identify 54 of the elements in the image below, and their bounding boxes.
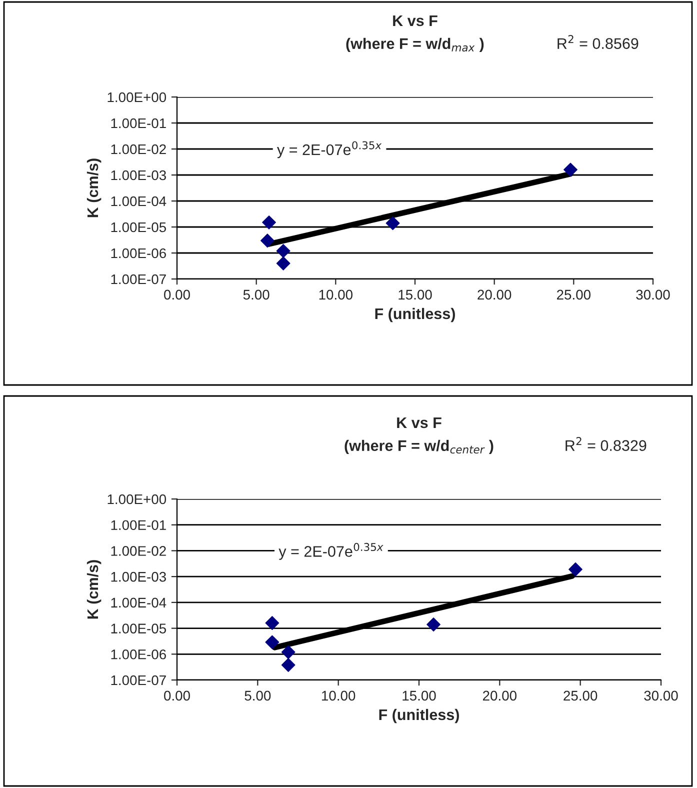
x-tick-label: 10.00 xyxy=(319,290,353,300)
x-tick-label: 5.00 xyxy=(243,290,270,300)
point xyxy=(564,162,578,177)
y-tick-label: 1.00E-06 xyxy=(111,649,166,660)
point xyxy=(276,244,290,258)
chart-subtitle: (where F = w/d$_{center}$ ) xyxy=(344,440,494,454)
point xyxy=(260,234,274,248)
x-axis-title: F (unitless) xyxy=(375,308,455,322)
x-tick-label: 15.00 xyxy=(402,690,436,701)
x-axis-title: F (unitless) xyxy=(379,708,459,724)
x-tick-label: 20.00 xyxy=(482,690,517,701)
y-tick-label: 1.00E-03 xyxy=(111,572,166,582)
chart-title: K vs F xyxy=(393,15,438,26)
y-tick-label: 1.00E-01 xyxy=(111,118,166,128)
x-tick-label: 15.00 xyxy=(398,290,432,300)
y-tick-label: 1.00E-05 xyxy=(111,624,166,634)
x-tick-label: 0.00 xyxy=(164,290,190,300)
y-tick-label: 1.00E-02 xyxy=(111,546,166,556)
point xyxy=(426,618,440,632)
x-tick-label: 5.00 xyxy=(244,690,271,701)
y-axis-title: K (cm/s) xyxy=(86,158,102,218)
chart-title: K vs F xyxy=(397,417,442,428)
y-tick-label: 1.00E-07 xyxy=(111,675,166,686)
point xyxy=(265,616,280,630)
point xyxy=(262,215,276,230)
point xyxy=(276,256,290,270)
y-tick-label: 1.00E-01 xyxy=(111,520,166,530)
y-axis-title: K (cm/s) xyxy=(86,560,102,619)
x-tick-label: 25.00 xyxy=(556,290,591,300)
annotation: y = 2E-07e$^{0.35x}$ xyxy=(278,542,384,560)
y-tick-label: 1.00E+00 xyxy=(108,494,166,504)
point xyxy=(265,635,280,650)
y-tick-label: 1.00E-02 xyxy=(111,144,166,154)
y-tick-label: 1.00E-06 xyxy=(111,248,166,258)
y-tick-label: 1.00E-03 xyxy=(111,170,166,180)
x-tick-label: 30.00 xyxy=(636,290,670,300)
y-tick-label: 1.00E-04 xyxy=(111,196,166,206)
y-tick-label: 1.00E-04 xyxy=(111,598,166,608)
x-tick-label: 30.00 xyxy=(644,690,678,701)
point xyxy=(568,562,582,576)
x-tick-label: 20.00 xyxy=(478,290,512,300)
y-tick-label: 1.00E-05 xyxy=(111,222,166,232)
annotation: y = 2E-07e$^{0.35x}$ xyxy=(277,141,382,158)
y-tick-label: 1.00E-07 xyxy=(111,274,166,284)
x-tick-label: 25.00 xyxy=(564,690,598,701)
x-tick-label: 0.00 xyxy=(164,690,190,701)
y-tick-label: 1.00E+00 xyxy=(108,92,166,102)
text: R$^{2}$ = 0.8329 xyxy=(566,437,646,451)
point xyxy=(281,645,296,660)
x-tick-label: 10.00 xyxy=(322,690,356,701)
point xyxy=(386,216,400,230)
chart-subtitle: (where F = w/d$_{max}$ ) xyxy=(346,38,484,52)
text: R$^{2}$ = 0.8569 xyxy=(558,35,638,49)
point xyxy=(281,658,296,672)
